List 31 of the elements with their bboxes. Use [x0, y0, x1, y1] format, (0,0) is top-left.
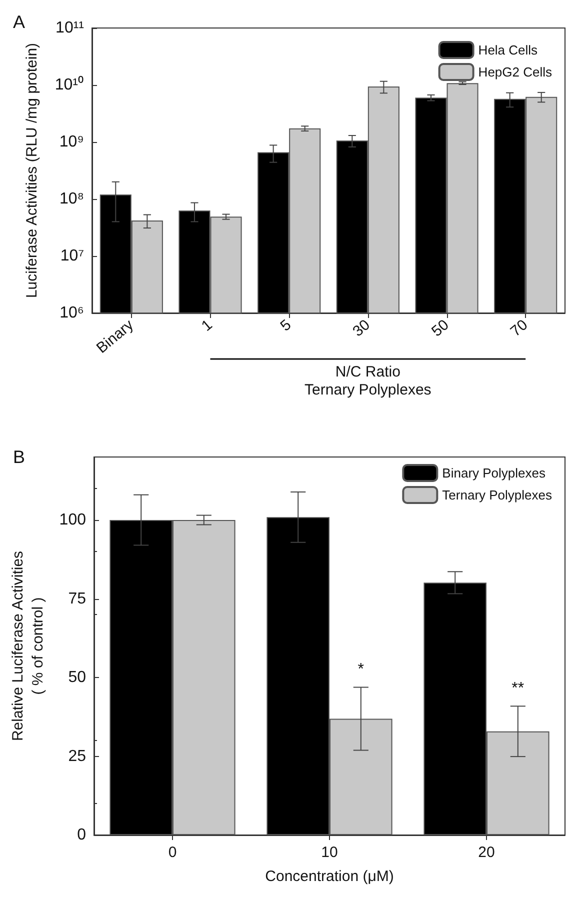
legend-label: Binary Polyplexes: [442, 466, 546, 480]
legend-label: Ternary Polyplexes: [442, 488, 552, 502]
y-tick-label: 10¹⁰: [54, 76, 84, 94]
x-tick-label: 30: [350, 316, 374, 340]
y-axis-title: Luciferase Activities (RLU /mg protein): [24, 42, 40, 298]
x-tick-label: 70: [507, 316, 532, 340]
annotation: **: [512, 680, 524, 697]
x-tick-label: 1: [198, 316, 216, 335]
y-tick-label: 10¹¹: [56, 20, 84, 36]
y-tick-label: 10⁷: [60, 248, 84, 264]
y-tick-label: 50: [68, 669, 86, 686]
chart-title: B: [13, 447, 26, 467]
x-axis-title: Concentration (μM): [265, 868, 394, 885]
y-tick-label: 75: [68, 590, 86, 608]
x-axis-title: N/C Ratio Ternary Polyplexes: [304, 364, 432, 398]
y-tick-label: 10⁸: [59, 190, 84, 208]
x-tick-label: 5: [277, 316, 295, 335]
legend-label: HepG2 Cells: [478, 64, 552, 80]
annotation: *: [358, 661, 364, 678]
y-tick-label: 100: [59, 512, 86, 528]
x-tick-label: 50: [428, 316, 452, 340]
y-tick-label: 10⁶: [60, 304, 84, 322]
legend-label: Hela Cells: [478, 42, 538, 58]
x-tick-label: 20: [478, 844, 495, 861]
chart-title: A: [13, 12, 26, 32]
y-axis-title: Relative Luciferase Activities ( % of control ): [10, 550, 46, 742]
y-tick-label: 10⁹: [59, 134, 84, 150]
y-tick-label: 0: [77, 826, 86, 844]
y-tick-label: 25: [68, 748, 86, 765]
x-tick-label: 0: [168, 844, 177, 861]
x-tick-label: 10: [321, 844, 338, 861]
